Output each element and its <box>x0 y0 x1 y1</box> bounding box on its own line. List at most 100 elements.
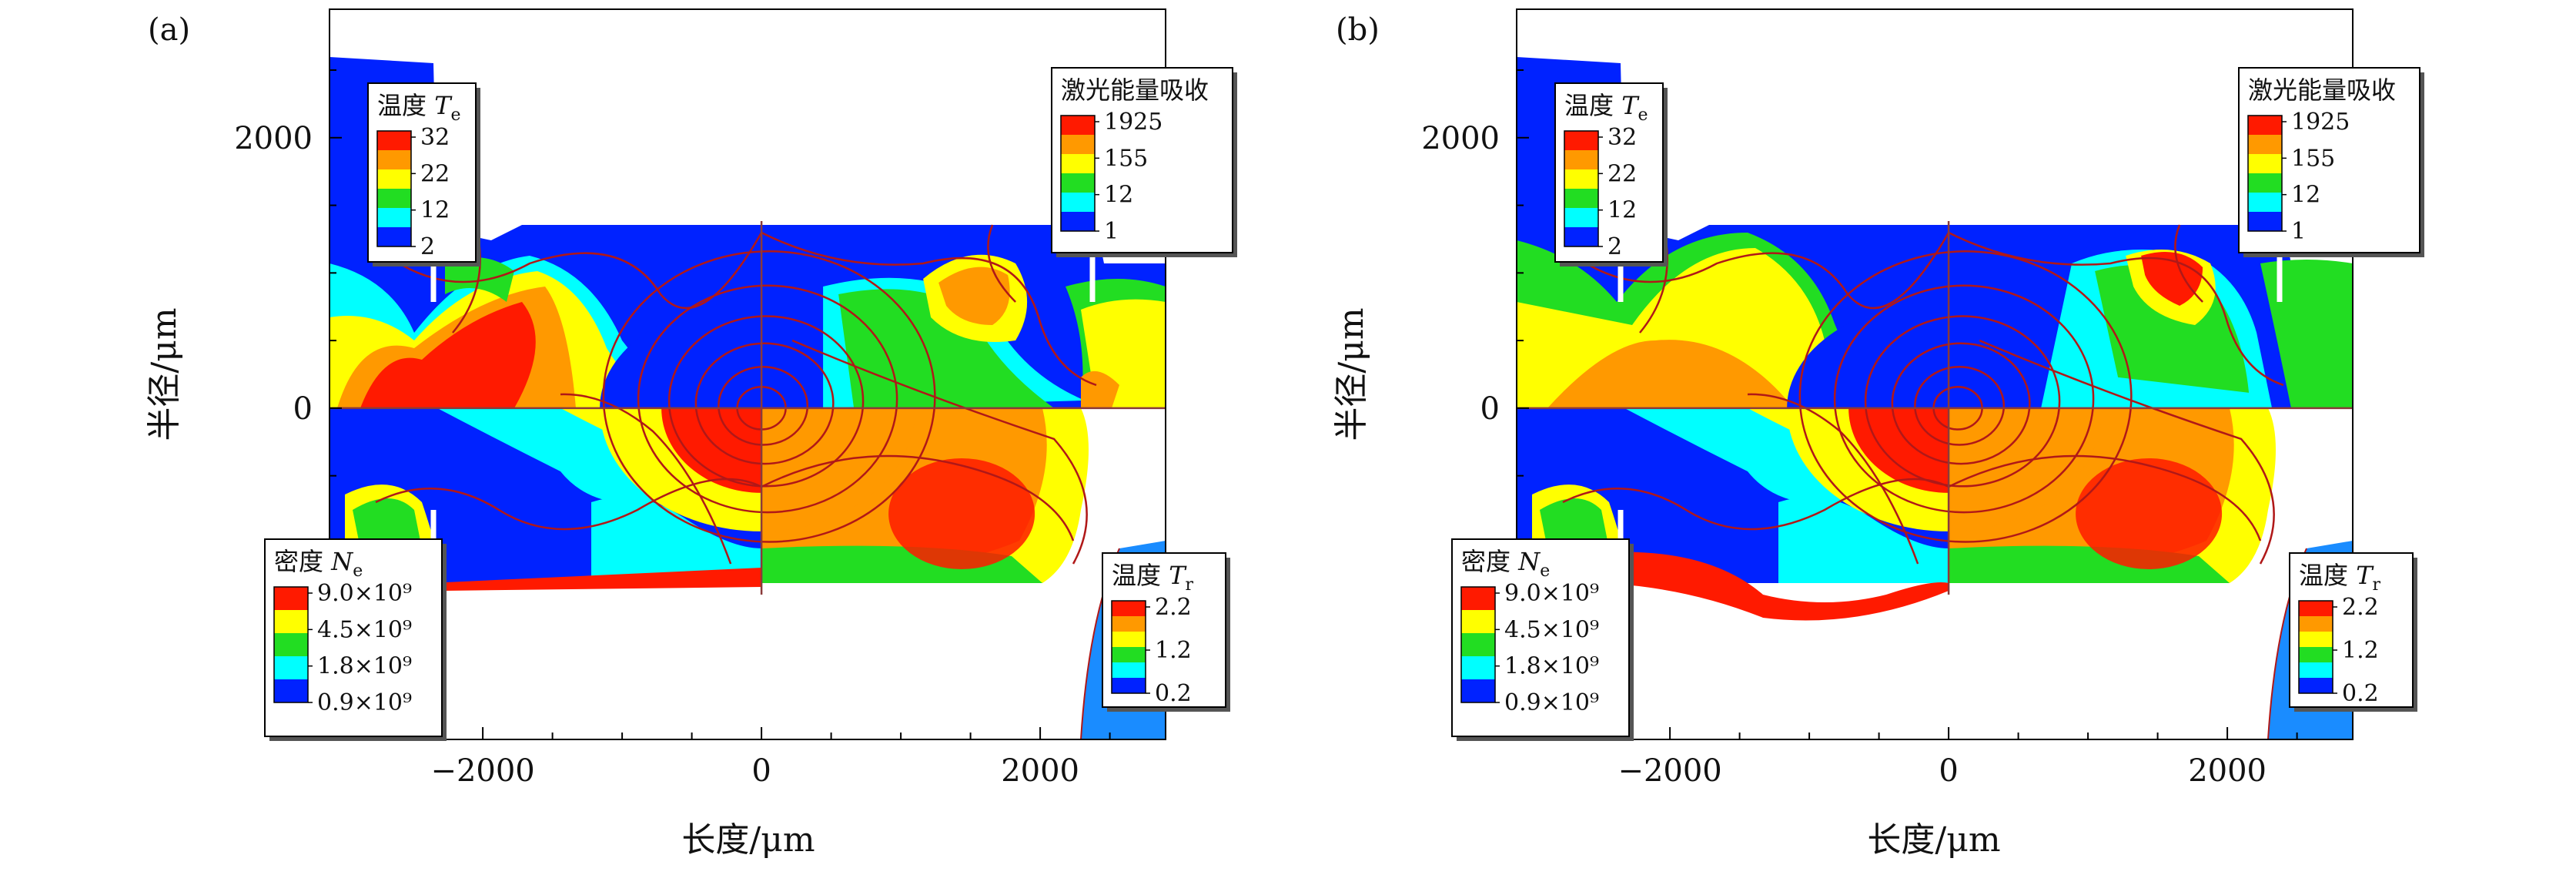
legend-label: 0.9×10⁹ <box>317 689 412 716</box>
legend-label: 32 <box>420 124 450 151</box>
legend-label: 1 <box>1104 218 1119 245</box>
legend-swatch <box>1461 610 1495 634</box>
legend-swatch <box>1061 135 1095 155</box>
legend-swatch <box>2299 632 2333 648</box>
legend-label: 32 <box>1607 124 1637 151</box>
legend-label: 2.2 <box>1155 594 1192 621</box>
legend-swatch <box>1112 601 1146 617</box>
legend-laser: 激光能量吸收 1925 155 12 1 <box>2238 67 2424 257</box>
legend-label: 155 <box>2291 145 2335 172</box>
legend-swatch <box>1564 150 1598 170</box>
contour-ring <box>694 342 835 465</box>
legend-label: 2 <box>1607 233 1622 260</box>
legend-swatch <box>1564 189 1598 209</box>
legend-label: 12 <box>1104 182 1133 209</box>
legend-swatch <box>377 131 411 151</box>
legend-swatch <box>377 150 411 170</box>
legend-label: 12 <box>420 197 450 224</box>
legend-swatch <box>1112 678 1146 694</box>
legend-ne: 密度 Ne9.0×10⁹ 4.5×10⁹ 1.8×10⁹ 0.9×10⁹ <box>264 538 447 741</box>
panel-label: (b) <box>1336 12 1380 48</box>
legend-swatch <box>2248 154 2282 174</box>
legend-swatch <box>1461 633 1495 657</box>
x-tick-label: 0 <box>751 753 771 789</box>
y-axis-label: 半径/μm <box>1332 307 1371 441</box>
legend-label: 4.5×10⁹ <box>1504 616 1599 643</box>
legend-label: 9.0×10⁹ <box>1504 580 1599 607</box>
panel-label: (a) <box>148 12 190 48</box>
x-tick-label: 0 <box>1939 753 1958 789</box>
contour-ring <box>1864 315 2061 488</box>
legend-label: 1925 <box>1104 109 1163 136</box>
legend-ne: 密度 Ne9.0×10⁹ 4.5×10⁹ 1.8×10⁹ 0.9×10⁹ <box>1451 538 1634 741</box>
legend-tr: 温度 Tr2.2 1.2 0.2 <box>1102 552 1230 712</box>
y-tick-label: 2000 <box>234 121 313 156</box>
legend-label: 0.2 <box>1155 680 1192 707</box>
legend-swatch <box>1061 212 1095 232</box>
x-tick-label: 2000 <box>1001 753 1079 789</box>
legend-label: 0.2 <box>2342 680 2379 707</box>
contour-ring <box>718 366 809 446</box>
legend-swatch <box>274 633 308 657</box>
plot-frame <box>1516 8 2354 740</box>
legend-swatch <box>1564 227 1598 247</box>
legend-swatch <box>2299 662 2333 679</box>
legend-label: 2.2 <box>2342 594 2379 621</box>
legend-label: 2 <box>420 233 435 260</box>
legend-label: 1.8×10⁹ <box>1504 653 1599 680</box>
legend-swatch <box>1112 662 1146 679</box>
x-axis-label: 长度/μm <box>681 820 815 860</box>
legend-title: 激光能量吸收 <box>2248 75 2396 105</box>
legend-swatch <box>2299 647 2333 663</box>
legend-label: 0.9×10⁹ <box>1504 689 1599 716</box>
legend-swatch <box>1061 116 1095 136</box>
y-tick-label: 0 <box>293 391 313 427</box>
legend-swatch <box>1061 193 1095 213</box>
contour-ring <box>1891 342 2031 465</box>
legend-label: 1.2 <box>1155 637 1192 664</box>
legend-bar-frame <box>2298 600 2333 694</box>
contour-ring <box>637 284 898 514</box>
focal-spot <box>600 250 936 543</box>
legend-swatch <box>2248 173 2282 193</box>
legend-title: 温度 Tr <box>1112 561 1194 595</box>
legend-label: 1.8×10⁹ <box>317 653 412 680</box>
legend-tr: 温度 Tr2.2 1.2 0.2 <box>2289 552 2417 712</box>
quadrant-laser <box>761 225 1166 408</box>
y-axis-label: 半径/μm <box>145 307 184 441</box>
legend-label: 12 <box>2291 182 2320 209</box>
legend-title: 密度 Ne <box>274 547 363 581</box>
legend-title: 温度 Te <box>377 91 461 125</box>
legend-title: 温度 Tr <box>2299 561 2381 595</box>
legend-label: 1.2 <box>2342 637 2379 664</box>
x-tick-label: 2000 <box>2188 753 2267 789</box>
legend-swatch <box>2299 601 2333 617</box>
y-tick-label: 2000 <box>1421 121 1500 156</box>
legend-label: 12 <box>1607 197 1637 224</box>
legend-swatch <box>1112 616 1146 632</box>
legend-bar-frame <box>376 130 412 247</box>
y-tick-label: 0 <box>1480 391 1500 427</box>
legend-swatch <box>1564 131 1598 151</box>
legend-swatch <box>1061 173 1095 193</box>
legend-bar-frame <box>1060 115 1096 232</box>
contour-ring <box>1833 284 2095 514</box>
legend-swatch <box>274 610 308 634</box>
legend-swatch <box>2248 116 2282 136</box>
legend-swatch <box>274 587 308 611</box>
legend-swatch <box>2248 212 2282 232</box>
x-tick-label: −2000 <box>1618 753 1721 789</box>
legend-swatch <box>1461 656 1495 680</box>
legend-label: 155 <box>1104 145 1148 172</box>
legend-swatch <box>2248 135 2282 155</box>
contour-lines <box>367 224 1097 565</box>
legend-swatch <box>377 227 411 247</box>
legend-swatch <box>1112 632 1146 648</box>
legend-title: 密度 Ne <box>1461 547 1550 581</box>
legend-label: 1 <box>2291 218 2306 245</box>
